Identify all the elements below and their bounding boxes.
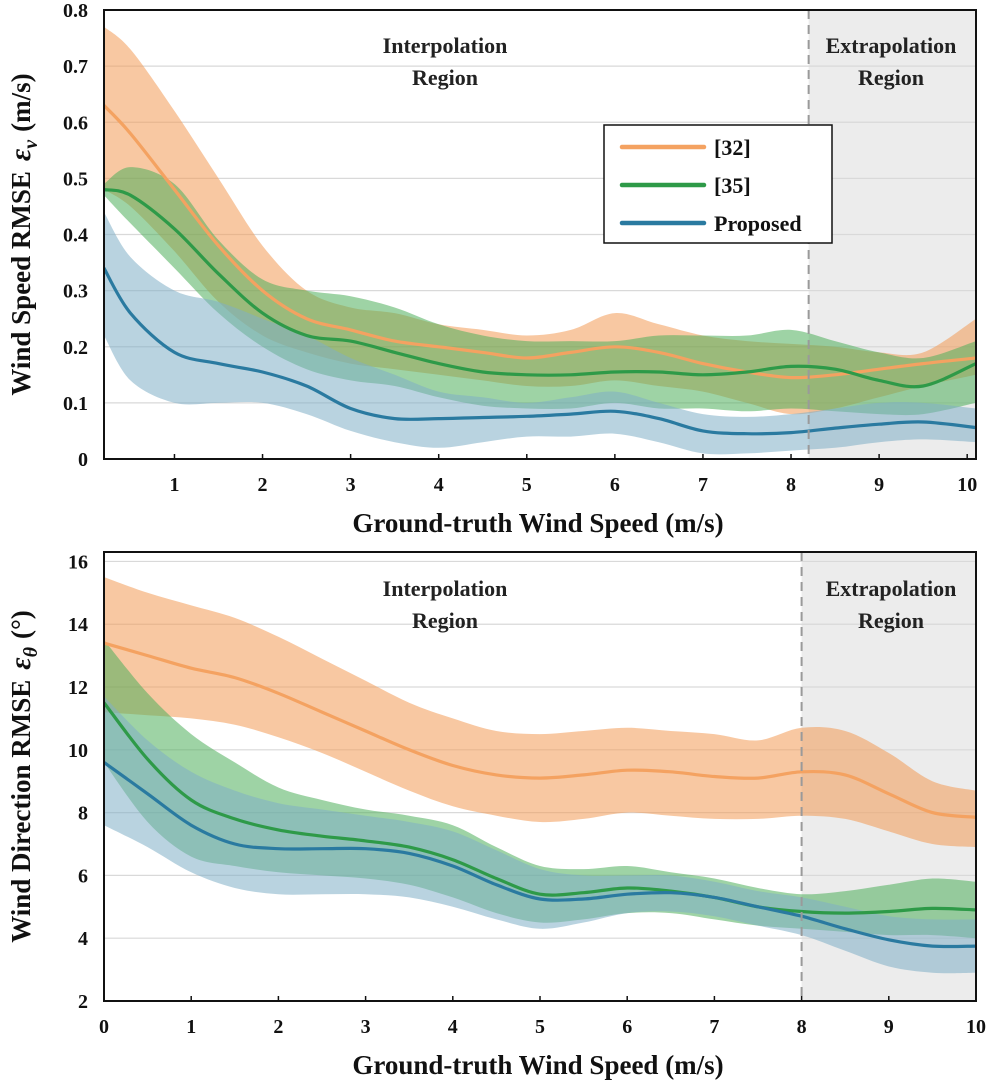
region-labels: Interpolation Region Extrapolation Region bbox=[383, 576, 957, 633]
y-tick-label: 0.7 bbox=[63, 56, 88, 78]
y-tick-label: 0.3 bbox=[63, 281, 88, 303]
y-tick-label: 0.2 bbox=[63, 337, 88, 359]
y-tick-label: 0.4 bbox=[63, 225, 88, 247]
y-tick-label: 0.8 bbox=[63, 0, 88, 22]
x-tick-label: 9 bbox=[884, 1016, 894, 1038]
x-tick-label: 3 bbox=[361, 1016, 371, 1038]
y-tick-label: 4 bbox=[78, 928, 88, 950]
y-tick-label: 0.1 bbox=[63, 393, 88, 415]
chart-panel-top: 1 2 3 4 5 6 7 8 9 10 0 0.1 0.2 0.3 0.4 0.5 0.6 0.7 0.8 Inte… bbox=[4, 0, 977, 538]
y-tick-label: 6 bbox=[78, 865, 88, 887]
x-tick-label: 3 bbox=[346, 474, 356, 496]
x-tick-label: 6 bbox=[610, 474, 620, 496]
line-35 bbox=[104, 188, 976, 389]
y-tick-label: 0.5 bbox=[63, 168, 88, 190]
y-tick-label: 12 bbox=[68, 677, 88, 699]
y-axis-label-unit: (°) bbox=[6, 610, 36, 639]
interpolation-label: Interpolation bbox=[383, 576, 508, 601]
x-axis-label: Ground-truth Wind Speed (m/s) bbox=[352, 508, 723, 538]
x-tick-label: 1 bbox=[186, 1016, 196, 1038]
plot-frame bbox=[103, 9, 977, 460]
series-layer bbox=[104, 577, 976, 974]
interpolation-label: Region bbox=[412, 608, 478, 633]
y-axis-label: Wind Speed RMSE εv (m/s) bbox=[4, 73, 42, 395]
line-35 bbox=[104, 701, 976, 915]
x-tick-label: 7 bbox=[698, 474, 708, 496]
line-proposed bbox=[104, 760, 976, 949]
band-proposed bbox=[104, 696, 976, 974]
y-tick-label: 10 bbox=[68, 740, 88, 762]
x-tick-label: 0 bbox=[99, 1016, 109, 1038]
extrapolation-label: Extrapolation bbox=[826, 576, 957, 601]
legend-entry: Proposed bbox=[714, 211, 802, 236]
region-labels: Interpolation Region Extrapolation Region bbox=[383, 33, 957, 90]
y-tick-label: 16 bbox=[68, 551, 88, 573]
x-tick-label: 10 bbox=[957, 474, 977, 496]
y-axis-label-subscript: v bbox=[20, 139, 42, 149]
y-axis-label: Wind Direction RMSE εθ (°) bbox=[4, 610, 42, 943]
x-axis-label: Ground-truth Wind Speed (m/s) bbox=[352, 1050, 723, 1080]
x-tick-label: 8 bbox=[786, 474, 796, 496]
y-axis-label-text: Wind Direction RMSE bbox=[6, 680, 36, 943]
y-tick-label: 0 bbox=[78, 449, 88, 471]
x-tick-label: 10 bbox=[966, 1016, 986, 1038]
x-tick-label: 1 bbox=[169, 474, 179, 496]
legend-entry: [35] bbox=[714, 173, 751, 198]
y-tick-label: 0.6 bbox=[63, 112, 88, 134]
y-tick-label: 8 bbox=[78, 803, 88, 825]
line-proposed bbox=[104, 266, 976, 436]
y-axis-label-symbol: ε bbox=[4, 148, 37, 161]
x-tick-label: 4 bbox=[434, 474, 444, 496]
x-tick-label: 2 bbox=[258, 474, 268, 496]
legend-entry: [32] bbox=[714, 135, 751, 160]
extrapolation-label: Region bbox=[858, 65, 924, 90]
tick-labels: 1 2 3 4 5 6 7 8 9 10 0 0.1 0.2 0.3 0.4 0.5 0.6 0.7 0.8 bbox=[63, 0, 977, 496]
y-axis-label-symbol: ε bbox=[4, 657, 37, 670]
chart-panel-bottom: 0 1 2 3 4 5 6 7 8 9 10246810121416InterpolationReg… bbox=[4, 551, 986, 1080]
x-tick-label: 7 bbox=[709, 1016, 719, 1038]
y-axis-label-text: Wind Speed RMSE bbox=[6, 171, 36, 396]
x-tick-label: 4 bbox=[448, 1016, 458, 1038]
line-32 bbox=[104, 641, 976, 819]
interpolation-label: Region bbox=[412, 65, 478, 90]
x-tick-label: 8 bbox=[797, 1016, 807, 1038]
y-axis-label-subscript: θ bbox=[20, 646, 42, 657]
y-tick-label: 2 bbox=[78, 991, 88, 1013]
legend: [32] [35] Proposed bbox=[603, 124, 833, 244]
series-layer bbox=[104, 26, 976, 455]
extrapolation-label: Extrapolation bbox=[826, 33, 957, 58]
x-tick-label: 2 bbox=[273, 1016, 283, 1038]
x-tick-label: 9 bbox=[874, 474, 884, 496]
y-tick-label: 14 bbox=[68, 614, 88, 636]
x-tick-label: 5 bbox=[522, 474, 532, 496]
y-axis-label-unit: (m/s) bbox=[6, 73, 36, 131]
extrapolation-label: Region bbox=[858, 608, 924, 633]
interpolation-label: Interpolation bbox=[383, 33, 508, 58]
line-32 bbox=[104, 103, 976, 380]
x-tick-label: 5 bbox=[535, 1016, 545, 1038]
x-tick-label: 6 bbox=[622, 1016, 632, 1038]
